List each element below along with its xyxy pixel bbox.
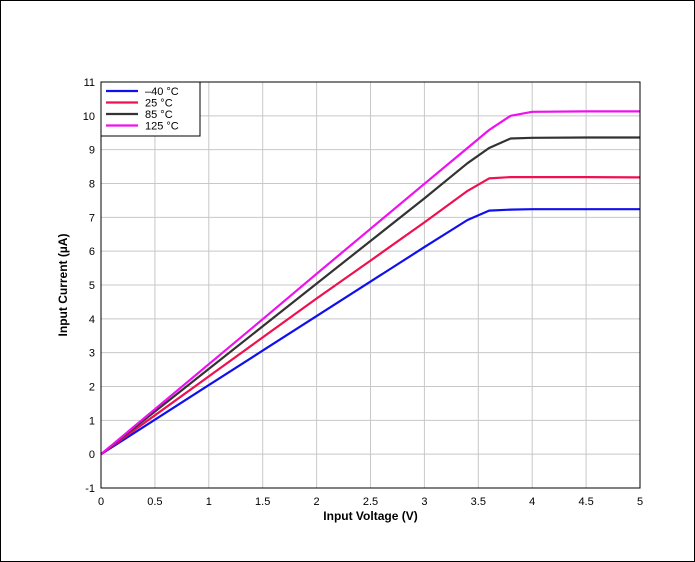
y-tick-label: 1 <box>89 415 95 427</box>
y-tick-label: 11 <box>84 77 95 89</box>
series-line-1 <box>100 176 641 456</box>
legend-label-2: 85 °C <box>145 109 173 121</box>
x-tick-label: 1 <box>206 496 212 508</box>
y-tick-label: 8 <box>89 179 95 191</box>
x-tick-label: 4.5 <box>578 496 593 508</box>
y-tick-label: 7 <box>89 212 95 224</box>
y-tick-label: 3 <box>89 348 95 360</box>
y-tick-label: 2 <box>89 382 95 394</box>
legend-label-0: –40 °C <box>145 86 179 98</box>
x-tick-label: 0.5 <box>147 496 162 508</box>
y-axis-label: Input Current (µA) <box>56 234 70 337</box>
y-tick-label: 9 <box>89 145 95 157</box>
legend-label-3: 125 °C <box>145 121 179 133</box>
y-tick-label: 10 <box>83 111 95 123</box>
x-tick-label: 3 <box>421 496 427 508</box>
x-tick-label: 3.5 <box>471 496 486 508</box>
series-lines <box>100 110 641 456</box>
series-line-0 <box>100 208 640 456</box>
series-line-2 <box>100 136 640 456</box>
x-tick-label: 2.5 <box>363 496 378 508</box>
x-tick-label: 0 <box>98 496 104 508</box>
x-tick-label: 2 <box>314 496 320 508</box>
y-tick-label: -1 <box>85 483 95 495</box>
y-tick-label: 4 <box>89 314 95 326</box>
x-tick-label: 4 <box>529 496 535 508</box>
y-tick-label: 5 <box>89 280 95 292</box>
x-axis-label: Input Voltage (V) <box>323 509 417 523</box>
y-tick-label: 0 <box>89 449 95 461</box>
series-line-3 <box>100 110 640 456</box>
y-tick-labels: -1 0 1 2 3 4 5 6 7 8 9 10 11 <box>83 77 95 495</box>
legend-label-1: 25 °C <box>145 98 173 110</box>
plot-border <box>100 81 641 489</box>
x-tick-label: 1.5 <box>255 496 270 508</box>
x-tick-label: 5 <box>637 496 643 508</box>
x-tick-labels: 0 0.5 1 1.5 2 2.5 3 3.5 4 4.5 5 <box>98 496 643 508</box>
y-tick-label: 6 <box>89 246 95 258</box>
